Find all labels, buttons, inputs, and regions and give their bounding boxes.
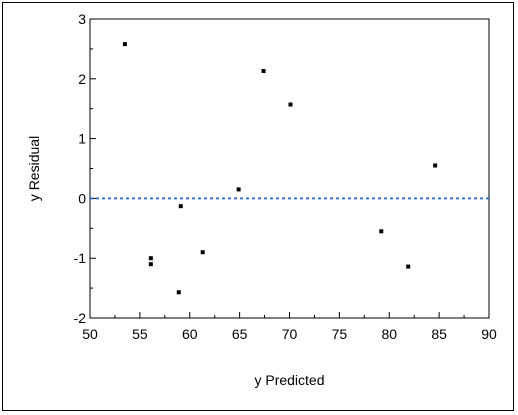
y-axis-label: y Residual	[26, 136, 42, 201]
chart-frame	[2, 2, 514, 411]
y-tick-label: -1	[74, 250, 87, 266]
data-point	[178, 204, 183, 209]
data-point	[236, 187, 241, 192]
y-tick-label: 0	[78, 190, 86, 206]
x-tick-label: 85	[431, 326, 447, 342]
y-tick-label: 3	[78, 11, 86, 27]
x-tick-label: 70	[282, 326, 298, 342]
x-axis-label: y Predicted	[254, 372, 324, 388]
data-point	[261, 69, 266, 74]
data-point	[176, 290, 181, 295]
data-point	[148, 256, 153, 261]
x-tick-label: 55	[132, 326, 148, 342]
plot-area-border	[89, 18, 490, 319]
y-tick-label: 2	[78, 71, 86, 87]
y-tick-label: -2	[74, 310, 87, 326]
data-point	[200, 250, 205, 255]
data-point	[148, 262, 153, 267]
x-tick-label: 90	[481, 326, 497, 342]
x-tick-label: 50	[82, 326, 98, 342]
x-tick-label: 65	[232, 326, 248, 342]
data-point	[122, 42, 127, 47]
data-point	[288, 102, 293, 107]
x-tick-label: 75	[332, 326, 348, 342]
data-point	[433, 163, 438, 168]
data-point	[379, 229, 384, 234]
y-tick-label: 1	[78, 131, 86, 147]
data-point	[406, 264, 411, 269]
x-tick-label: 60	[182, 326, 198, 342]
x-tick-label: 80	[381, 326, 397, 342]
